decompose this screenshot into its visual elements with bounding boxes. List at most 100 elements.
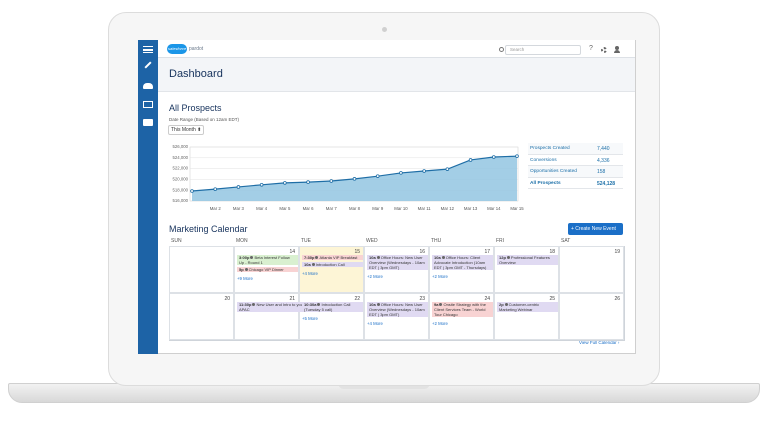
help-icon[interactable]: ? xyxy=(589,45,593,52)
menu-icon[interactable] xyxy=(143,46,153,53)
event-time: 9a xyxy=(434,302,439,307)
day-number: 21 xyxy=(289,296,295,302)
search-icon xyxy=(499,47,504,52)
day-cell: 15 7:30p Atlanta VIP Breakfast 10a Introduct… xyxy=(299,246,364,293)
event[interactable]: 5p Chicago VIP Dinner xyxy=(237,267,298,272)
event-list: 10a Office Hours: New User Overview (Wedn… xyxy=(367,302,428,326)
event[interactable]: 12p Professional Features Overview xyxy=(497,255,558,265)
event-time: 10a xyxy=(304,262,311,267)
event-time: 10a xyxy=(369,302,376,307)
event-title: Chicago VIP Dinner xyxy=(248,267,284,272)
stat-value: 524,128 xyxy=(597,180,616,187)
user-icon-body xyxy=(614,50,620,53)
event[interactable]: 2p Customer-centric Marketing Webinar xyxy=(497,302,558,312)
event-time: 2p xyxy=(499,302,504,307)
event-icon xyxy=(441,256,445,259)
event[interactable]: 10a Introduction Call xyxy=(302,262,363,267)
create-event-button[interactable] xyxy=(568,223,623,235)
more-link[interactable]: +5 More xyxy=(302,316,318,321)
stat-row xyxy=(528,143,623,155)
nav-icon[interactable] xyxy=(143,101,153,108)
more-link[interactable]: +2 More xyxy=(432,321,448,326)
period-select[interactable] xyxy=(168,125,204,135)
stat-label: Conversions xyxy=(530,157,557,163)
section-title: All Prospects xyxy=(169,103,222,113)
day-cell: 19 xyxy=(559,246,624,293)
event-title: Introduction Call (Tuesday 5 call) xyxy=(304,302,351,312)
stat-label: All Prospects xyxy=(530,180,561,186)
event[interactable]: 3:00p Beta Interest Follow Up - Round 1 xyxy=(237,255,298,265)
page-title: Dashboard xyxy=(169,68,223,80)
weekday-label: WED xyxy=(366,238,378,244)
event[interactable]: 10a Office Hours: New User Overview (Wedn… xyxy=(367,302,428,317)
weekday-label: TUE xyxy=(301,238,311,244)
stat-label: Prospects Created xyxy=(530,146,570,151)
event[interactable]: 7:30p Atlanta VIP Breakfast xyxy=(302,255,363,260)
event[interactable]: 9a Onsite Strategy with the Client Servic… xyxy=(432,302,493,317)
day-number: 20 xyxy=(224,296,230,302)
event-icon xyxy=(311,263,315,266)
day-number: 25 xyxy=(549,296,555,302)
day-cell: 26 xyxy=(559,293,624,340)
nav-icon[interactable] xyxy=(143,119,153,126)
nav-icon[interactable] xyxy=(143,83,153,89)
day-number: 23 xyxy=(419,296,425,302)
day-number: 22 xyxy=(354,296,360,302)
day-number: 18 xyxy=(549,249,555,255)
event-title: Onsite Strategy with the Client Services… xyxy=(434,302,486,317)
weekday-label: SAT xyxy=(561,238,571,244)
event-icon xyxy=(504,303,508,306)
event-icon xyxy=(250,256,254,259)
stat-row xyxy=(528,166,623,178)
stat-value: 7,440 xyxy=(597,146,610,152)
stat-row xyxy=(528,154,623,166)
settings-icon[interactable] xyxy=(601,47,607,53)
user-icon[interactable] xyxy=(615,46,619,50)
event-icon xyxy=(315,256,319,259)
event-list: 10:30a Introduction Call (Tuesday 5 call)… xyxy=(302,302,363,321)
event-time: 10a xyxy=(434,255,441,260)
stat-row xyxy=(528,177,623,189)
day-cell: 23 10a Office Hours: New User Overview (We… xyxy=(364,293,429,340)
view-calendar-link[interactable]: View Full Calendar › xyxy=(579,340,620,345)
day-cell: 22 10:30a Introduction Call (Tuesday 5 cal… xyxy=(299,293,364,340)
more-link[interactable]: +2 More xyxy=(367,274,383,279)
search-box[interactable] xyxy=(505,45,581,55)
event-icon xyxy=(376,303,380,306)
day-cell: 25 2p Customer-centric Marketing Webinar xyxy=(494,293,559,340)
laptop-notch xyxy=(338,383,430,389)
event-icon xyxy=(244,268,248,271)
more-link[interactable]: +9 More xyxy=(237,276,253,281)
more-link[interactable]: +4 More xyxy=(302,271,318,276)
event-list: 10a Office Hours: New User Overview (Wedn… xyxy=(367,255,428,279)
event[interactable]: 10:30a Introduction Call (Tuesday 5 call) xyxy=(302,302,363,312)
date-range-label: Date Range (Based on 12am EDT) xyxy=(169,117,240,122)
day-number: 26 xyxy=(614,296,620,302)
day-number: 16 xyxy=(419,249,425,255)
stat-value: 158 xyxy=(597,169,606,175)
event-icon xyxy=(376,256,380,259)
stat-value: 4,336 xyxy=(597,157,610,164)
weekday-label: MON xyxy=(236,238,248,244)
event[interactable]: 10a Office Hours: Client Advocate Introdu… xyxy=(432,255,493,270)
event-time: 3:00p xyxy=(239,255,250,260)
header-band xyxy=(158,58,635,92)
day-number: 24 xyxy=(484,296,490,302)
event-title: Introduction Call xyxy=(315,262,345,267)
event[interactable]: 10a Office Hours: New User Overview (Wedn… xyxy=(367,255,428,270)
event-title: Atlanta VIP Breakfast xyxy=(319,255,358,260)
event-list: 10a Office Hours: Client Advocate Introdu… xyxy=(432,255,493,279)
calendar-title: Marketing Calendar xyxy=(169,224,248,234)
weekday-label: FRI xyxy=(496,238,505,244)
menu-icon-mid xyxy=(143,49,153,51)
more-link[interactable]: +2 More xyxy=(432,274,448,279)
day-number: 17 xyxy=(484,249,490,255)
logo-cloud xyxy=(167,44,187,54)
weekday-label: THU xyxy=(431,238,442,244)
more-link[interactable]: +4 More xyxy=(367,321,383,326)
sidebar xyxy=(138,40,158,354)
event-title: Office Hours: New User Overview (Wednesd… xyxy=(369,255,425,270)
